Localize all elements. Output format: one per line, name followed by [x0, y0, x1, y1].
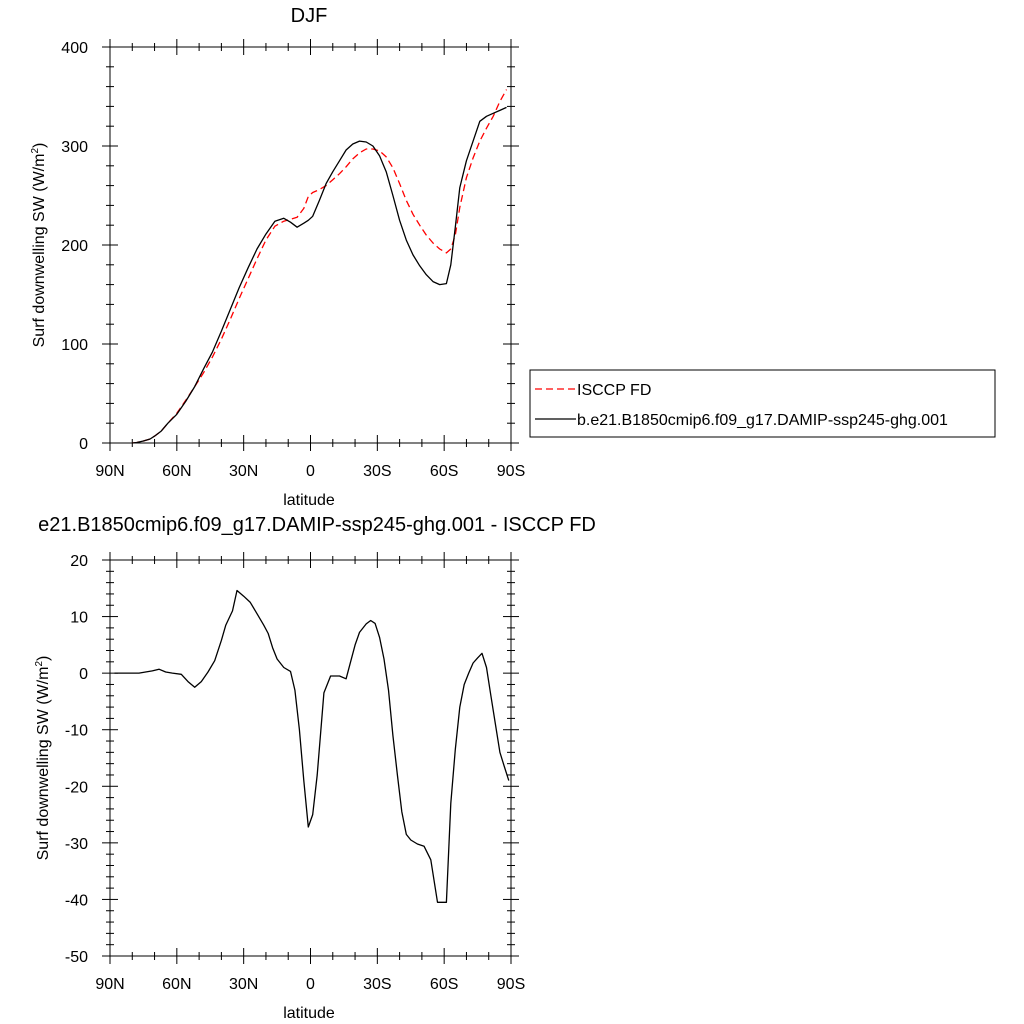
bottom-x-tick-label: 90N [95, 976, 124, 993]
top-y-tick-labels: 0 100 200 300 400 [61, 40, 88, 453]
top-y-axis-label-superscript: 2 [30, 148, 41, 154]
top-y-tick-label: 300 [61, 139, 88, 156]
bottom-y-tick-label: 10 [70, 610, 88, 627]
top-x-tick-label: 90N [95, 463, 124, 480]
top-y-axis-label-main: Surf downwelling SW (W/m [31, 154, 48, 348]
top-y-tick-label: 200 [61, 238, 88, 255]
top-y-axis-label: Surf downwelling SW (W/m2) [30, 143, 48, 348]
bottom-major-ticks [102, 552, 519, 964]
bottom-y-tick-label: -50 [65, 949, 88, 966]
legend-label-isccp-fd: ISCCP FD [577, 382, 651, 399]
top-series-line-0 [132, 89, 508, 444]
bottom-y-axis-label-close: ) [35, 656, 52, 661]
bottom-panel-title: e21.B1850cmip6.f09_g17.DAMIP-ssp245-ghg.… [38, 514, 596, 536]
top-y-tick-label: 100 [61, 337, 88, 354]
top-x-tick-label: 0 [306, 463, 315, 480]
bottom-x-tick-label: 30N [229, 976, 258, 993]
bottom-panel: e21.B1850cmip6.f09_g17.DAMIP-ssp245-ghg.… [34, 514, 596, 1022]
top-x-tick-label: 30N [229, 463, 258, 480]
top-plot-frame [109, 46, 512, 444]
bottom-x-tick-label: 90S [497, 976, 525, 993]
top-y-tick-label: 0 [79, 436, 88, 453]
bottom-series-lines [114, 589, 510, 903]
top-x-tick-label: 30S [363, 463, 391, 480]
bottom-series-line-0 [114, 589, 510, 903]
bottom-y-tick-labels: -50 -40 -30 -20 -10 0 10 20 [65, 553, 88, 966]
bottom-x-tick-label: 30S [363, 976, 391, 993]
bottom-plot-frame [109, 559, 512, 957]
top-x-tick-label: 60N [162, 463, 191, 480]
legend-label-model: b.e21.B1850cmip6.f09_g17.DAMIP-ssp245-gh… [577, 412, 948, 429]
top-panel-title: DJF [291, 5, 328, 27]
top-x-tick-label: 90S [497, 463, 525, 480]
top-panel: DJF 0 100 200 300 400 90N 60N 30N 0 30S 60S 90S la… [30, 5, 996, 509]
top-series-line-1 [132, 106, 507, 444]
top-x-tick-labels: 90N 60N 30N 0 30S 60S 90S [95, 463, 525, 480]
bottom-y-axis-label-superscript: 2 [34, 661, 45, 667]
bottom-y-axis-label: Surf downwelling SW (W/m2) [34, 656, 52, 861]
bottom-x-tick-label: 60S [430, 976, 458, 993]
top-x-axis-label: latitude [283, 492, 335, 509]
legend: ISCCP FD b.e21.B1850cmip6.f09_g17.DAMIP-… [529, 369, 996, 438]
bottom-x-tick-label: 60N [162, 976, 191, 993]
bottom-y-axis-label-main: Surf downwelling SW (W/m [35, 667, 52, 861]
top-x-tick-label: 60S [430, 463, 458, 480]
top-y-axis-label-close: ) [31, 143, 48, 148]
bottom-minor-ticks [106, 556, 515, 960]
bottom-x-tick-labels: 90N 60N 30N 0 30S 60S 90S [95, 976, 525, 993]
bottom-y-tick-label: -30 [65, 836, 88, 853]
top-major-ticks [102, 39, 519, 451]
top-series-lines [132, 89, 508, 444]
bottom-y-tick-label: -20 [65, 779, 88, 796]
bottom-y-tick-label: 20 [70, 553, 88, 570]
top-y-tick-label: 400 [61, 40, 88, 57]
legend-box [529, 369, 996, 438]
bottom-x-axis-label: latitude [283, 1005, 335, 1022]
bottom-y-tick-label: -40 [65, 892, 88, 909]
bottom-y-tick-label: -10 [65, 723, 88, 740]
bottom-y-tick-label: 0 [79, 666, 88, 683]
bottom-x-tick-label: 0 [306, 976, 315, 993]
